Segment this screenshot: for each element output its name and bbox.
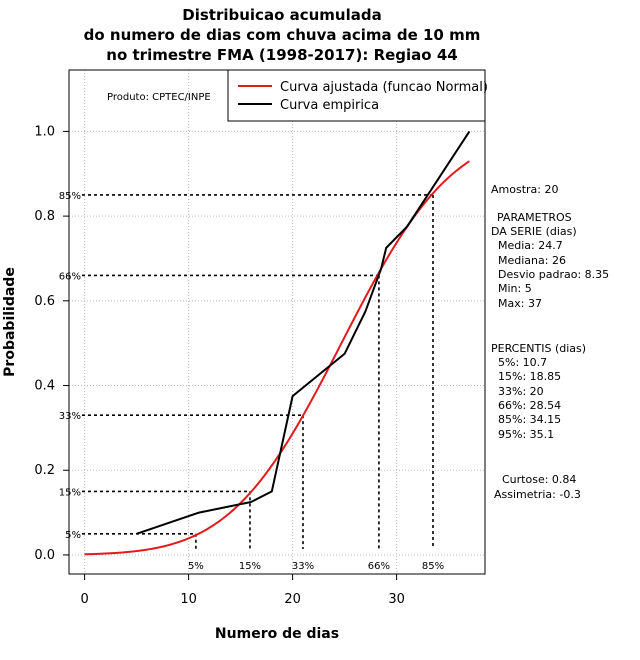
stats-panel: Amostra: 20 PARAMETROS DA SERIE (dias) M… bbox=[491, 183, 609, 501]
percentile-xlabel-1: 15% bbox=[239, 561, 261, 572]
x-tick-label-3: 30 bbox=[388, 592, 405, 607]
legend-entry-empirical: Curva empirica bbox=[280, 98, 379, 113]
plot-frame bbox=[68, 69, 486, 575]
stats-media: Media: 24.7 bbox=[498, 239, 563, 252]
stats-parametros-header: PARAMETROS bbox=[497, 211, 572, 224]
stats-curtose: Curtose: 0.84 bbox=[502, 473, 576, 486]
stats-min: Min: 5 bbox=[498, 282, 532, 295]
stats-p15: 15%: 18.85 bbox=[498, 370, 561, 383]
y-tick-label-3: 0.6 bbox=[34, 294, 55, 309]
stats-p95: 95%: 35.1 bbox=[498, 428, 554, 441]
stats-max: Max: 37 bbox=[498, 297, 542, 310]
legend-box bbox=[227, 69, 486, 122]
y-axis-title: Probabilidade bbox=[2, 267, 18, 377]
y-tick-label-1: 0.2 bbox=[34, 463, 55, 478]
y-tick-label-2: 0.4 bbox=[34, 379, 55, 394]
chart-title-line-3: no trimestre FMA (1998-2017): Regiao 44 bbox=[106, 46, 457, 64]
axes: 0 10 20 30 0.0 0.2 0.4 0.6 0.8 1.0 bbox=[34, 124, 405, 607]
stats-p85: 85%: 34.15 bbox=[498, 413, 561, 426]
stats-p33: 33%: 20 bbox=[498, 385, 544, 398]
x-tick-label-0: 0 bbox=[80, 592, 88, 607]
percentile-ylabel-4: 85% bbox=[59, 191, 81, 202]
y-tick-label-5: 1.0 bbox=[34, 124, 55, 139]
x-tick-label-1: 10 bbox=[180, 592, 197, 607]
percentile-xlabel-2: 33% bbox=[292, 561, 314, 572]
x-axis-title: Numero de dias bbox=[215, 626, 339, 642]
stats-amostra: Amostra: 20 bbox=[491, 183, 558, 196]
series-line-1 bbox=[136, 130, 471, 535]
series-lines bbox=[84, 130, 471, 556]
percentile-ylabel-3: 66% bbox=[59, 271, 81, 282]
y-tick-label-4: 0.8 bbox=[34, 209, 55, 224]
stats-p66: 66%: 28.54 bbox=[498, 399, 561, 412]
producer-note: Produto: CPTEC/INPE bbox=[107, 92, 211, 103]
legend-entry-fitted: Curva ajustada (funcao Normal) bbox=[280, 80, 488, 95]
percentile-xlabel-3: 66% bbox=[368, 561, 390, 572]
stats-p5: 5%: 10.7 bbox=[498, 356, 547, 369]
y-tick-label-0: 0.0 bbox=[34, 548, 55, 563]
percentile-lines: 5% 5% 15% 15% 33% 33% 66% 66% 85% 85% bbox=[59, 191, 444, 572]
percentile-ylabel-2: 33% bbox=[59, 411, 81, 422]
percentile-ylabel-0: 5% bbox=[65, 530, 81, 541]
stats-mediana: Mediana: 26 bbox=[498, 254, 566, 267]
stats-percentis-header: PERCENTIS (dias) bbox=[491, 342, 586, 355]
percentile-xlabel-4: 85% bbox=[422, 561, 444, 572]
percentile-xlabel-0: 5% bbox=[188, 561, 204, 572]
percentile-ylabel-1: 15% bbox=[59, 487, 81, 498]
chart-title-line-2: do numero de dias com chuva acima de 10 … bbox=[84, 26, 481, 44]
gridlines bbox=[69, 70, 485, 574]
stats-parametros-sub: DA SERIE (dias) bbox=[491, 225, 577, 238]
chart-title-line-1: Distribuicao acumulada bbox=[182, 6, 381, 24]
stats-assimetria: Assimetria: -0.3 bbox=[494, 488, 581, 501]
legend: Curva ajustada (funcao Normal) Curva emp… bbox=[227, 69, 488, 122]
stats-desvio: Desvio padrao: 8.35 bbox=[498, 268, 609, 281]
x-tick-label-2: 20 bbox=[284, 592, 301, 607]
